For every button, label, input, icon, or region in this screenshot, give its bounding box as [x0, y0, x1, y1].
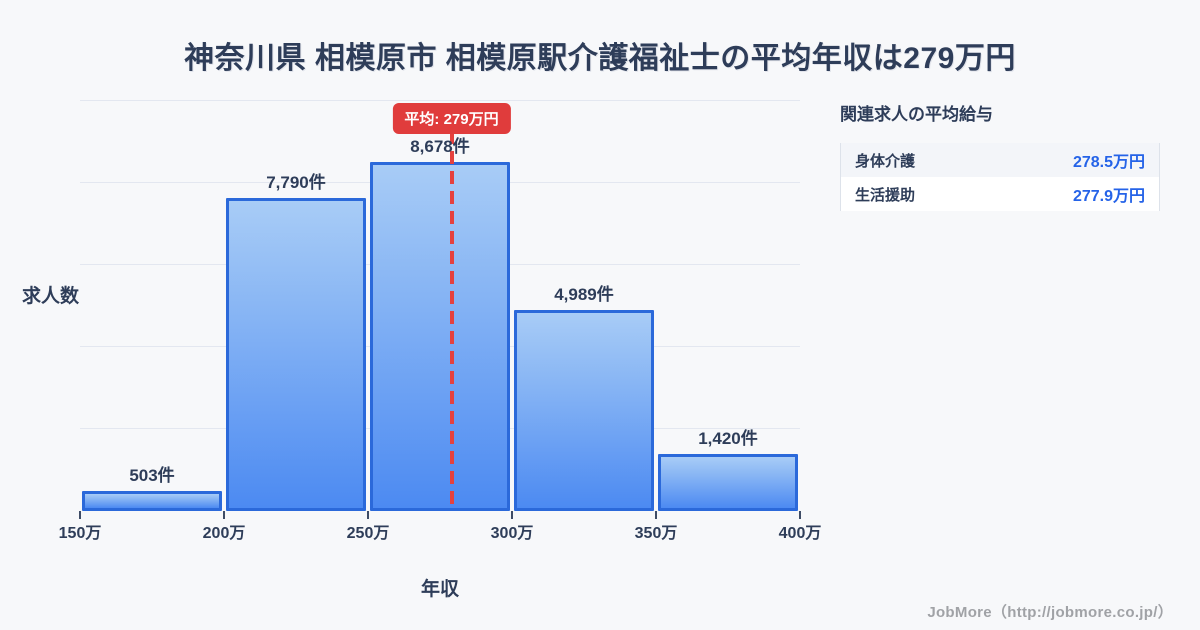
x-axis-tick	[655, 511, 657, 519]
bar-count-label: 4,989件	[554, 285, 614, 304]
histogram-bar	[226, 198, 366, 511]
y-axis-label: 求人数	[22, 286, 80, 307]
x-axis-tick	[799, 511, 801, 519]
x-axis-tick-label: 300万	[490, 525, 534, 542]
histogram-plot-area: 年収 503件 7,790件 8,678件 4,989件 1,420件 150万 200万 2…	[59, 100, 821, 600]
source-attribution: JobMore（http://jobmore.co.jp/）	[927, 604, 1173, 621]
histogram-bar	[658, 454, 798, 511]
histogram-bar	[370, 162, 510, 511]
x-axis-tick-label: 400万	[778, 525, 822, 542]
salary-value: 277.9万円	[1072, 188, 1145, 205]
histogram-bar	[82, 491, 222, 511]
x-axis-tick-label: 200万	[202, 525, 246, 542]
x-axis-tick-label: 150万	[58, 525, 102, 542]
histogram-bar	[514, 310, 654, 511]
x-axis-tick-label: 250万	[346, 525, 390, 542]
x-axis-tick	[79, 511, 81, 519]
gridline	[80, 100, 800, 101]
mean-salary-badge: 平均: 279万円	[392, 103, 511, 134]
bar-count-label: 503件	[129, 466, 175, 485]
x-axis-tick	[223, 511, 225, 519]
page-title: 神奈川県 相模原市 相模原駅介護福祉士の平均年収は279万円	[184, 42, 1016, 75]
x-axis-tick	[367, 511, 369, 519]
related-salary-table: 身体介護 278.5万円 生活援助 277.9万円	[840, 143, 1160, 211]
bar-count-label: 8,678件	[410, 137, 470, 156]
table-row: 身体介護 278.5万円	[841, 143, 1159, 177]
job-type-label: 生活援助	[855, 186, 916, 204]
x-axis-label: 年収	[420, 579, 460, 600]
job-type-label: 身体介護	[855, 152, 916, 170]
mean-salary-line	[449, 131, 454, 511]
table-row: 生活援助 277.9万円	[841, 177, 1159, 211]
bar-count-label: 1,420件	[698, 429, 758, 448]
bar-count-label: 7,790件	[266, 173, 326, 192]
x-axis-tick-label: 350万	[634, 525, 678, 542]
x-axis-tick	[511, 511, 513, 519]
salary-value: 278.5万円	[1072, 154, 1145, 171]
related-salary-panel-title: 関連求人の平均給与	[840, 105, 993, 124]
